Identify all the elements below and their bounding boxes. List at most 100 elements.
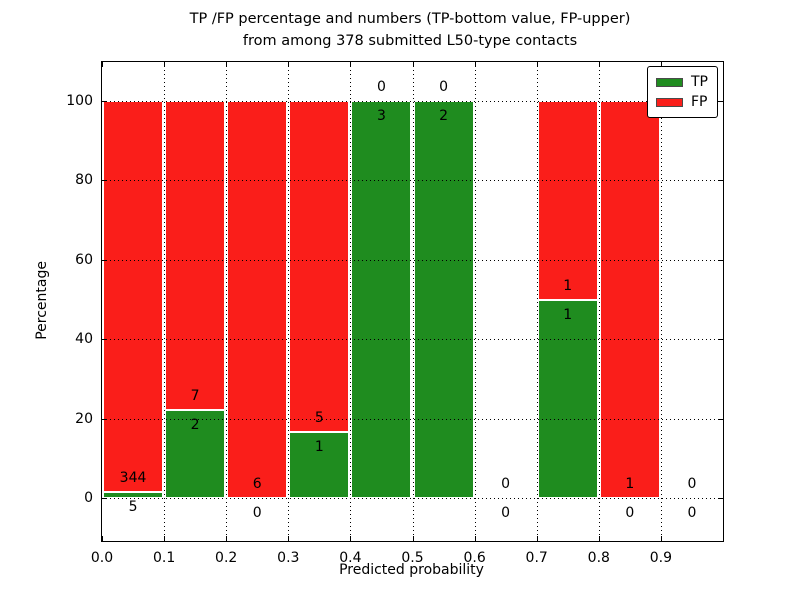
- y-axis-tick-right: [718, 100, 723, 102]
- tp-bar-segment: [413, 100, 474, 499]
- fp-count-label: 1: [563, 277, 573, 294]
- x-axis-tick-top: [164, 62, 166, 67]
- gridline-vertical: [288, 62, 290, 541]
- x-tick-label: 0.8: [587, 550, 610, 566]
- tp-count-label: 1: [563, 306, 573, 323]
- x-axis-tick-top: [660, 62, 662, 67]
- y-axis-tick-right: [718, 259, 723, 261]
- gridline-vertical: [660, 62, 662, 541]
- tp-count-label: 3: [376, 107, 386, 124]
- x-axis-tick-top: [102, 62, 103, 67]
- gridline-vertical: [164, 62, 166, 541]
- tp-count-label: 5: [128, 499, 138, 516]
- legend-row-fp: FP: [656, 92, 708, 112]
- x-axis-tick: [412, 536, 414, 541]
- plot-area: 0.0 0.1 0.2 0.3 0.4 0.5 0.6 0.7 0.8 0.9 0 20 40 60 80 1…: [66, 61, 724, 566]
- fp-count-label: 0: [687, 476, 697, 493]
- fp-bar-segment: [599, 100, 660, 499]
- x-tick-label: 0.9: [649, 550, 673, 566]
- y-axis-tick: [102, 180, 107, 182]
- x-axis-tick: [598, 536, 600, 541]
- gridline-horizontal: [102, 180, 723, 182]
- chart-title: TP /FP percentage and numbers (TP-bottom…: [80, 8, 740, 52]
- x-axis-tick: [164, 536, 166, 541]
- tp-bar-segment: [537, 299, 598, 499]
- x-tick-label: 0.4: [339, 550, 362, 566]
- legend-row-tp: TP: [656, 72, 708, 92]
- y-axis-label-wrap: Percentage: [30, 61, 54, 540]
- y-axis-tick: [102, 339, 107, 341]
- tp-bar-segment: [103, 492, 164, 499]
- chart-title-line1: TP /FP percentage and numbers (TP-bottom…: [189, 11, 631, 27]
- fp-bar-segment: [165, 100, 226, 410]
- y-axis-tick: [102, 100, 107, 102]
- fp-bar-segment: [537, 100, 598, 300]
- gridline-vertical: [412, 62, 414, 541]
- x-axis-tick: [474, 536, 476, 541]
- x-tick-label: 0.2: [215, 550, 238, 566]
- y-axis-tick: [102, 259, 107, 261]
- fp-count-label: 0: [376, 78, 386, 95]
- y-tick-label: 0: [84, 490, 93, 507]
- gridline-vertical: [474, 62, 476, 541]
- x-tick-label: 0.7: [525, 550, 548, 566]
- x-axis-tick: [102, 536, 103, 541]
- tp-bar-segment: [351, 100, 412, 499]
- x-axis-tick-top: [412, 62, 414, 67]
- x-axis-tick: [660, 536, 662, 541]
- fp-count-label: 7: [190, 387, 200, 404]
- y-axis-tick: [102, 498, 107, 500]
- fp-bar-segment: [103, 100, 164, 493]
- tp-bar-segment: [165, 409, 226, 499]
- gridline-vertical: [350, 62, 352, 541]
- chart-title-line2: from among 378 submitted L50-type contac…: [242, 33, 578, 49]
- fp-bar-segment: [289, 100, 350, 432]
- y-tick-label: 20: [75, 410, 93, 427]
- x-axis-tick-top: [226, 62, 228, 67]
- y-axis-tick-right: [718, 339, 723, 341]
- x-axis-tick: [350, 536, 352, 541]
- gridline-vertical: [598, 62, 600, 541]
- y-axis-tick-right: [718, 418, 723, 420]
- x-tick-label: 0.5: [401, 550, 424, 566]
- tp-bar-segment: [289, 431, 350, 499]
- y-tick-label: 40: [75, 331, 93, 348]
- x-tick-label: 0.0: [90, 550, 114, 566]
- gridline-horizontal: [102, 339, 723, 341]
- x-axis-tick-top: [474, 62, 476, 67]
- gridline-horizontal: [102, 100, 723, 102]
- x-axis-tick: [226, 536, 228, 541]
- fp-count-label: 0: [501, 476, 511, 493]
- legend-label-fp: FP: [691, 94, 708, 110]
- y-axis-tick: [102, 418, 107, 420]
- y-tick-label: 60: [75, 251, 93, 268]
- fp-count-label: 5: [314, 409, 324, 426]
- gridline-horizontal: [102, 259, 723, 261]
- tp-count-label: 0: [501, 505, 511, 522]
- x-axis-tick-top: [288, 62, 290, 67]
- y-tick-label: 100: [66, 92, 93, 109]
- fp-count-label: 0: [439, 78, 449, 95]
- x-tick-label: 0.6: [463, 550, 486, 566]
- legend: TP FP: [647, 66, 718, 118]
- gridline-horizontal: [102, 418, 723, 420]
- x-tick-label: 0.1: [152, 550, 176, 566]
- fp-bar-segment: [227, 100, 288, 499]
- y-axis-tick-right: [718, 498, 723, 500]
- gridline-horizontal: [102, 498, 723, 500]
- fp-legend-swatch-icon: [656, 97, 683, 107]
- fp-count-label: 6: [252, 476, 262, 493]
- y-axis-label: Percentage: [34, 261, 50, 340]
- x-axis-tick-top: [536, 62, 538, 67]
- tp-legend-swatch-icon: [656, 77, 683, 87]
- x-axis-tick: [288, 536, 290, 541]
- tp-count-label: 2: [439, 107, 449, 124]
- x-axis-label: Predicted probability: [339, 562, 484, 578]
- fp-count-label: 344: [119, 470, 147, 487]
- tp-count-label: 0: [687, 505, 697, 522]
- tp-count-label: 0: [625, 505, 635, 522]
- tp-count-label: 2: [190, 416, 200, 433]
- gridline-vertical: [536, 62, 538, 541]
- x-axis-tick: [536, 536, 538, 541]
